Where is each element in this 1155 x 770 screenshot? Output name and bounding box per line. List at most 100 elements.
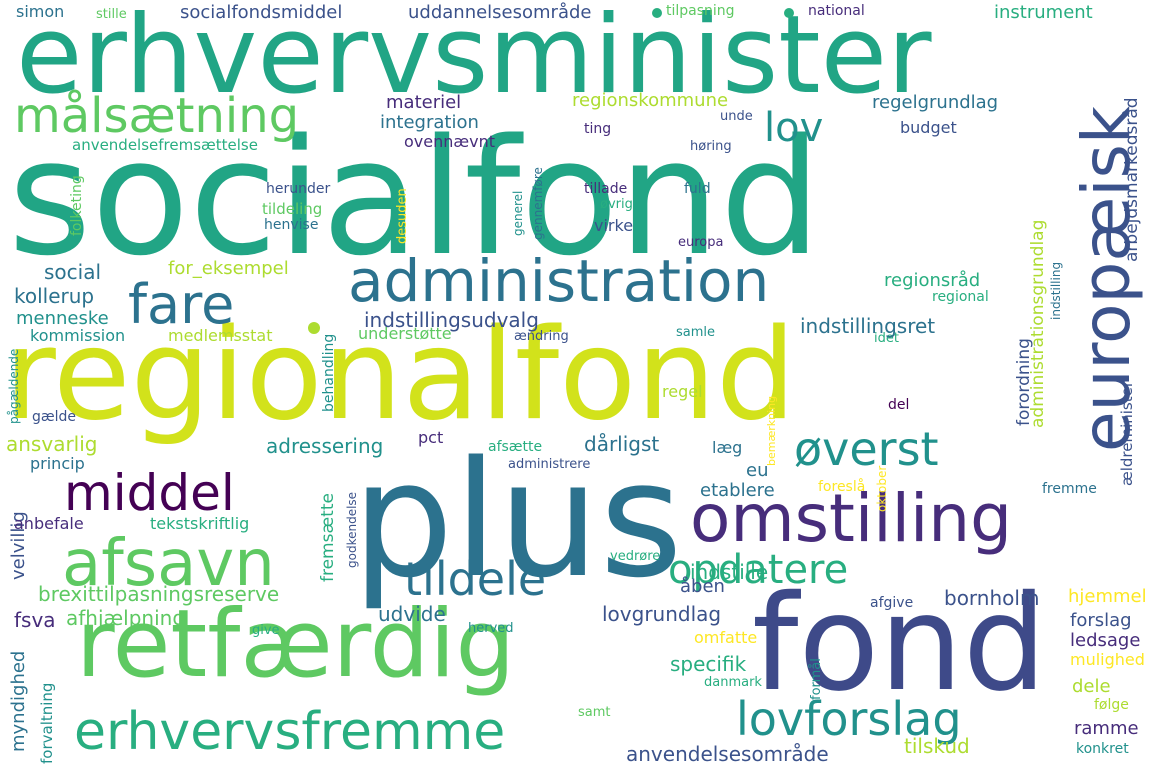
word: oktober bbox=[875, 465, 889, 512]
word: konkret bbox=[1076, 741, 1129, 757]
word: dele bbox=[1072, 676, 1111, 697]
word: ovennævnt bbox=[404, 132, 495, 151]
word: indstillingsudvalg bbox=[364, 308, 539, 332]
word: samle bbox=[676, 325, 716, 340]
word: specifik bbox=[670, 652, 747, 676]
word: vedrøre bbox=[610, 549, 661, 564]
word: tekstskriftlig bbox=[150, 514, 250, 533]
word: anvendelsefremsættelse bbox=[72, 136, 258, 154]
word: følge bbox=[1094, 697, 1129, 713]
word: fuld bbox=[684, 181, 711, 197]
word: forvaltning bbox=[38, 682, 56, 764]
word: folketing bbox=[69, 175, 85, 236]
word: national bbox=[808, 3, 865, 19]
word: give bbox=[252, 623, 280, 638]
word: administration bbox=[348, 247, 770, 315]
word: regionskommune bbox=[572, 90, 729, 111]
word: ledsage bbox=[1070, 630, 1141, 651]
word: socialfond bbox=[8, 104, 822, 291]
word: danmark bbox=[704, 675, 762, 690]
word: indstillingsret bbox=[800, 314, 936, 338]
word: eu bbox=[746, 460, 769, 481]
word: menneske bbox=[16, 308, 109, 329]
dot-marker bbox=[308, 322, 320, 334]
word: henvise bbox=[264, 217, 319, 233]
word: forslag bbox=[1070, 610, 1132, 631]
dot-marker bbox=[652, 8, 662, 18]
word: lovgrundlag bbox=[602, 602, 722, 626]
word: gennemføre bbox=[531, 167, 545, 240]
word: opdatere bbox=[668, 547, 849, 593]
word: godkendelse bbox=[345, 491, 359, 568]
word: virke bbox=[594, 216, 634, 235]
word: omfatte bbox=[694, 628, 758, 647]
word: myndighed bbox=[8, 650, 29, 752]
word: tildele bbox=[404, 552, 547, 606]
word: instrument bbox=[994, 2, 1093, 23]
word: øverst bbox=[794, 422, 939, 476]
word: fare bbox=[128, 273, 235, 336]
word: for_eksempel bbox=[168, 258, 289, 279]
word: regelgrundlag bbox=[872, 92, 999, 113]
word: bemærkning bbox=[765, 395, 778, 466]
word: fremsætte bbox=[318, 493, 338, 582]
word: fsva bbox=[14, 608, 56, 632]
word: uddannelsesområde bbox=[408, 2, 592, 23]
word: bornholm bbox=[944, 586, 1040, 610]
word: ændring bbox=[514, 329, 569, 344]
word: regionalfond bbox=[4, 301, 796, 448]
word: desuden bbox=[395, 188, 410, 244]
word: middel bbox=[64, 464, 235, 522]
word: målsætning bbox=[14, 88, 300, 144]
word: del bbox=[888, 397, 910, 413]
word: tildeling bbox=[262, 200, 323, 218]
word: indstilling bbox=[1049, 261, 1063, 320]
word: erhvervsminister bbox=[16, 0, 932, 118]
word: læg bbox=[712, 438, 743, 457]
word: stille bbox=[96, 7, 127, 22]
word: ældreminister bbox=[1118, 380, 1136, 486]
word: åben bbox=[680, 576, 725, 597]
word: foreslå bbox=[818, 479, 866, 495]
word: høring bbox=[690, 139, 732, 154]
word: ting bbox=[584, 121, 612, 137]
word: formål bbox=[809, 658, 824, 700]
word: dårligst bbox=[584, 432, 660, 456]
word: generel bbox=[511, 190, 525, 236]
word: brexittilpasningsreserve bbox=[38, 582, 280, 606]
word: unde bbox=[720, 109, 753, 124]
word: princip bbox=[30, 454, 85, 473]
word: etablere bbox=[700, 480, 775, 501]
word: budget bbox=[900, 118, 957, 137]
word: behandling bbox=[321, 333, 337, 412]
word: udvide bbox=[378, 602, 446, 626]
word: tillade bbox=[584, 181, 628, 197]
word: ansvarlig bbox=[6, 432, 98, 456]
word: simon bbox=[16, 2, 65, 21]
dot-marker bbox=[784, 8, 794, 18]
word: kommission bbox=[30, 326, 126, 345]
word: samt bbox=[578, 705, 611, 720]
word: erhvervsfremme bbox=[74, 702, 506, 762]
word: omstilling bbox=[690, 480, 1013, 557]
word: anbefale bbox=[14, 514, 84, 533]
word: afhjælpning bbox=[66, 606, 186, 630]
word: øvrig bbox=[600, 197, 633, 212]
word: herved bbox=[468, 621, 514, 636]
word: europa bbox=[678, 235, 724, 250]
word: pct bbox=[418, 428, 444, 447]
word: adressering bbox=[266, 434, 384, 458]
word: arbejdsmarkedsråd bbox=[1122, 97, 1142, 262]
word: materiel bbox=[386, 92, 462, 113]
word: hjemmel bbox=[1068, 586, 1147, 607]
word: herunder bbox=[266, 181, 331, 197]
word: administrationsgrundlag bbox=[1028, 219, 1048, 428]
word: regionsråd bbox=[884, 270, 981, 291]
word: idet bbox=[874, 331, 899, 346]
word: afsætte bbox=[488, 439, 543, 455]
word: integration bbox=[380, 112, 479, 133]
word: afgive bbox=[870, 595, 914, 611]
word: gælde bbox=[32, 409, 77, 425]
word: social bbox=[44, 260, 102, 284]
